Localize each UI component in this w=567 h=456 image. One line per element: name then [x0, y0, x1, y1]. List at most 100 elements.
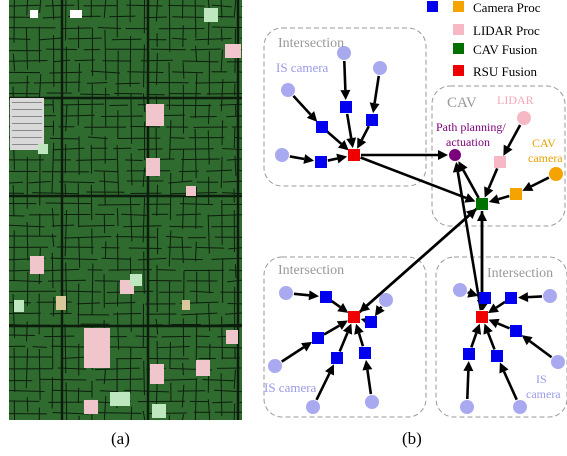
street [182, 363, 184, 376]
street [182, 62, 185, 79]
street [143, 44, 145, 88]
street [95, 378, 144, 381]
edge-tl_r-to-cav_f [360, 156, 467, 200]
street [49, 137, 79, 140]
edge-br_s4-to-br_c4-head [463, 360, 474, 372]
edge-bl_c1-to-bl_r-head [337, 303, 349, 313]
edge-br_r-to-path [456, 171, 483, 311]
street [78, 237, 81, 268]
nodes [268, 46, 565, 414]
street [104, 29, 107, 81]
edge-cav_cam-to-cav_f-head [488, 194, 500, 204]
street [161, 335, 191, 338]
street [67, 37, 102, 40]
park-area [110, 392, 130, 406]
park-area [204, 8, 218, 22]
street [169, 342, 171, 369]
street [62, 103, 105, 106]
street [182, 25, 184, 48]
camera-proc-node [316, 121, 328, 133]
street [228, 247, 243, 250]
camera-proc-node [510, 325, 522, 337]
camera-proc-node [331, 352, 343, 364]
caption-b: (b) [402, 429, 422, 448]
street [26, 0, 29, 16]
is-camera-sensor [365, 395, 379, 409]
street [52, 99, 55, 113]
street [172, 16, 207, 19]
legend-swatch-rsu-fusion [453, 65, 464, 76]
edge-br_s2-to-br_c2-head [517, 292, 529, 303]
street [64, 236, 112, 239]
street [239, 401, 243, 404]
street [221, 316, 223, 360]
street [65, 382, 68, 421]
street [103, 369, 106, 384]
street [143, 251, 145, 294]
street [130, 93, 133, 144]
commercial-area [196, 360, 210, 376]
edge-bl_s2-to-bl_c2 [379, 305, 383, 309]
path-planning-label-line2: actuation [446, 135, 490, 149]
street [220, 373, 223, 417]
street [80, 93, 110, 96]
street [135, 335, 158, 338]
residential-street [12, 137, 42, 138]
street [12, 185, 15, 217]
is-camera-label-bottom-right-line1: IS [536, 372, 547, 386]
street [167, 4, 205, 7]
edge-cav_lidar_s-to-cav_lidar-head [503, 144, 513, 156]
street [130, 406, 133, 421]
street [124, 389, 170, 393]
street [208, 214, 243, 217]
edge-tl_c1-to-tl_r-head [346, 137, 357, 149]
legend-swatch-camera-blue [427, 1, 438, 12]
edge-tl_c4-to-tl_r-head [336, 153, 348, 164]
street [62, 27, 92, 30]
street [101, 257, 130, 260]
is-camera-sensor [281, 83, 295, 97]
street [74, 59, 95, 62]
edge-tl_s2-to-tl_c2 [373, 75, 381, 104]
street [181, 238, 184, 264]
street [220, 79, 224, 112]
street [103, 171, 106, 206]
street [207, 214, 210, 254]
street [220, 49, 223, 73]
camera-proc-node [505, 292, 517, 304]
camera-proc-node [463, 348, 475, 360]
is-camera-sensor [279, 286, 293, 300]
street [12, 294, 16, 338]
street [49, 71, 82, 74]
commercial-area [84, 328, 110, 368]
street [25, 348, 29, 389]
street [38, 37, 62, 41]
street [78, 63, 80, 92]
street [51, 207, 55, 228]
street [121, 213, 147, 216]
is-camera-label-top-left: IS camera [276, 60, 329, 75]
legend-swatch-camera-orange [453, 1, 464, 12]
street [91, 263, 94, 316]
group-box-bottom-left [263, 256, 427, 418]
legend: Camera Proc LIDAR Proc CAV Fusion RSU Fu… [427, 0, 541, 79]
street [45, 202, 93, 205]
street [233, 136, 243, 139]
edge-br_c5-to-br_r [486, 332, 496, 350]
edge-bl_c3-to-bl_r-head [336, 320, 348, 330]
group-title-cav: CAV [447, 95, 477, 111]
camera-proc-node [315, 156, 327, 168]
park-area [14, 300, 24, 312]
street [8, 60, 48, 62]
street [76, 158, 117, 161]
street [226, 158, 243, 161]
street [202, 379, 235, 382]
building-marker [30, 10, 38, 18]
street [196, 247, 225, 249]
street [221, 120, 224, 146]
legend-label-lidar-proc: LIDAR Proc [473, 23, 540, 38]
camera-proc-node [320, 291, 332, 303]
street [116, 208, 119, 227]
street [39, 378, 87, 381]
street [238, 169, 243, 172]
